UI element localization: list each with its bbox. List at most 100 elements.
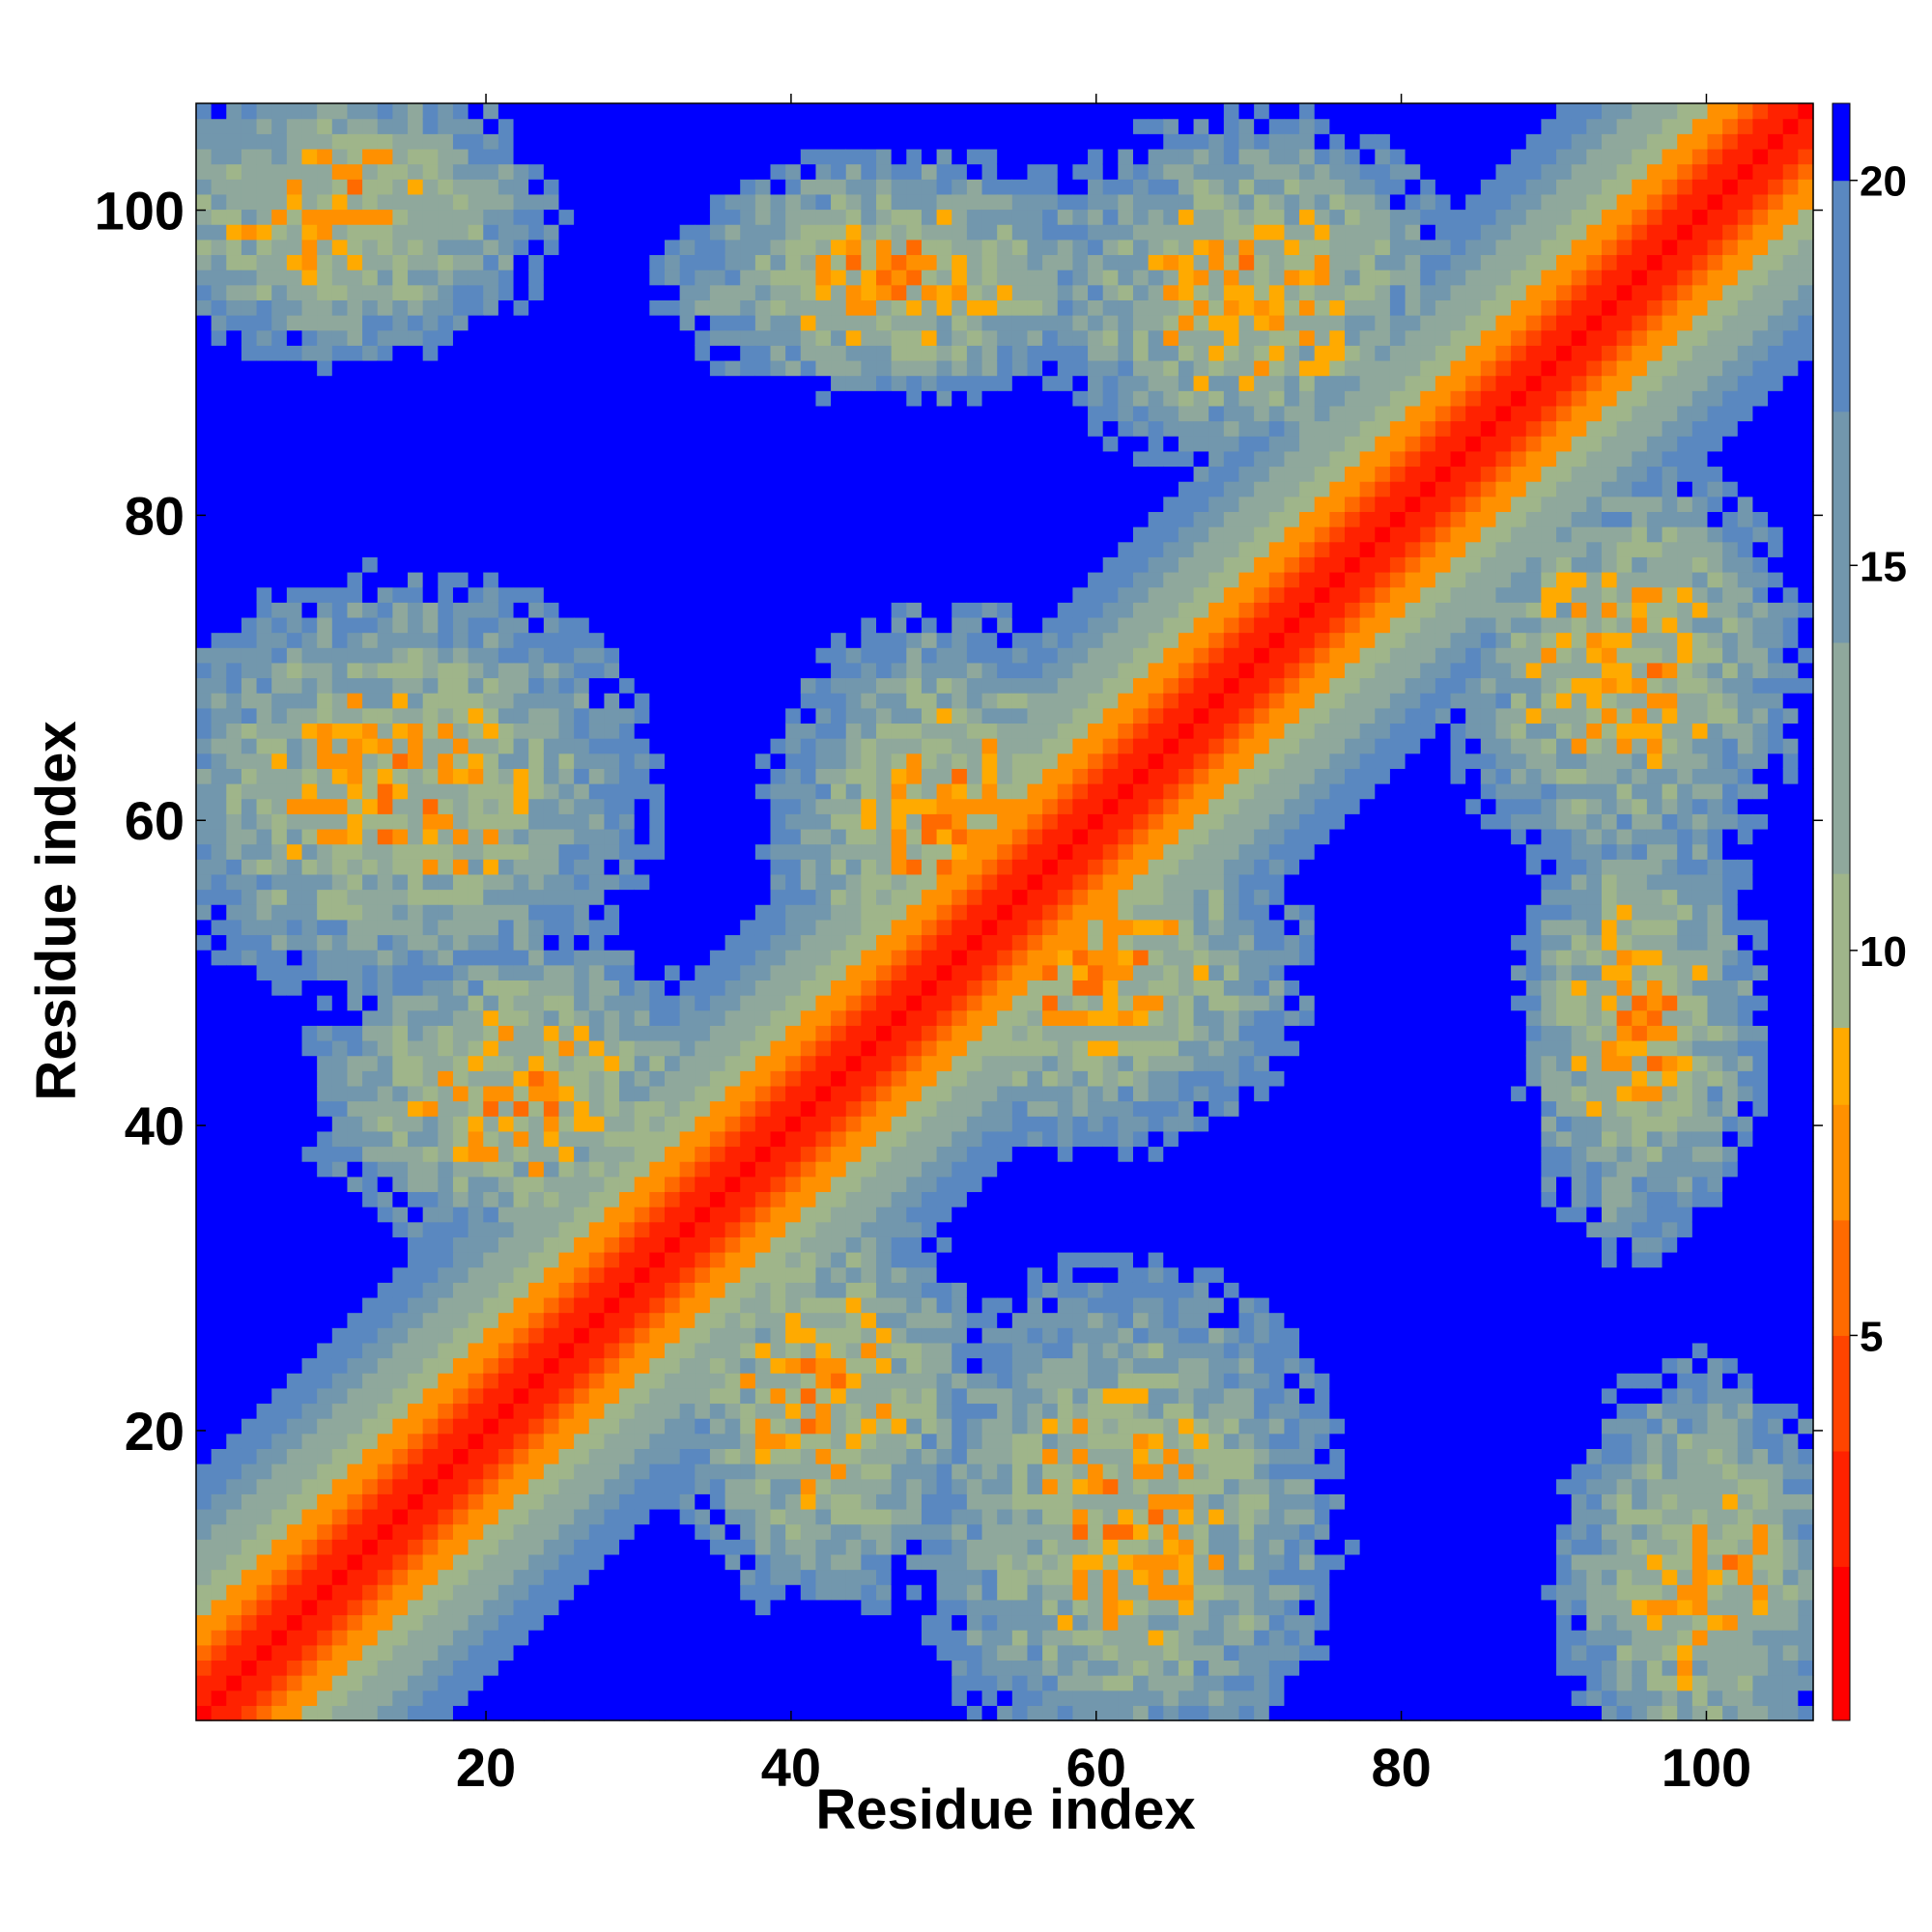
heatmap-cell bbox=[831, 299, 847, 316]
heatmap-cell bbox=[241, 254, 258, 270]
heatmap-cell bbox=[558, 1176, 575, 1193]
heatmap-cell bbox=[211, 1207, 227, 1223]
heatmap-cell bbox=[271, 738, 288, 754]
heatmap-cell bbox=[226, 1070, 242, 1087]
heatmap-cell bbox=[754, 436, 772, 452]
heatmap-cell bbox=[679, 1599, 696, 1616]
heatmap-cell bbox=[271, 1705, 288, 1721]
heatmap-cell bbox=[528, 1221, 545, 1237]
heatmap-cell bbox=[649, 390, 666, 407]
heatmap-cell bbox=[845, 1085, 862, 1102]
heatmap-cell bbox=[211, 193, 227, 211]
heatmap-cell bbox=[770, 526, 786, 543]
heatmap-cell bbox=[891, 1176, 907, 1193]
heatmap-cell bbox=[558, 1553, 575, 1571]
heatmap-cell bbox=[876, 1191, 893, 1208]
heatmap-cell bbox=[876, 889, 893, 905]
heatmap-cell bbox=[785, 1418, 802, 1435]
heatmap-cell bbox=[649, 405, 666, 422]
heatmap-cell bbox=[422, 1207, 439, 1223]
heatmap-cell bbox=[664, 1146, 681, 1162]
heatmap-cell bbox=[377, 950, 393, 966]
heatmap-cell bbox=[286, 1116, 303, 1132]
heatmap-cell bbox=[649, 1523, 666, 1540]
heatmap-cell bbox=[724, 828, 741, 845]
heatmap-cell bbox=[438, 1614, 454, 1631]
heatmap-cell bbox=[528, 405, 545, 422]
heatmap-cell bbox=[226, 1357, 242, 1374]
heatmap-cell bbox=[770, 390, 786, 407]
heatmap-cell bbox=[785, 707, 802, 724]
heatmap-cell bbox=[724, 193, 741, 211]
heatmap-cell bbox=[785, 1675, 802, 1691]
heatmap-cell bbox=[483, 148, 499, 165]
heatmap-cell bbox=[422, 1373, 439, 1389]
heatmap-cell bbox=[226, 843, 242, 860]
heatmap-cell bbox=[634, 1130, 650, 1148]
heatmap-cell bbox=[588, 1039, 606, 1057]
heatmap-cell bbox=[317, 466, 333, 482]
heatmap-cell bbox=[558, 1116, 575, 1132]
heatmap-cell bbox=[724, 1100, 741, 1117]
heatmap-cell bbox=[256, 995, 272, 1011]
heatmap-cell bbox=[695, 919, 711, 936]
heatmap-cell bbox=[558, 586, 575, 603]
heatmap-cell bbox=[211, 828, 227, 845]
heatmap-cell bbox=[800, 783, 817, 800]
heatmap-cell bbox=[664, 163, 681, 180]
heatmap-cell bbox=[695, 723, 711, 739]
heatmap-cell bbox=[362, 964, 379, 980]
heatmap-cell bbox=[574, 179, 590, 195]
heatmap-cell bbox=[754, 209, 772, 225]
heatmap-cell bbox=[558, 738, 575, 754]
heatmap-cell bbox=[468, 1433, 484, 1449]
heatmap-cell bbox=[634, 964, 650, 980]
heatmap-cell bbox=[271, 179, 288, 195]
heatmap-cell bbox=[377, 1130, 393, 1148]
heatmap-cell bbox=[770, 1373, 786, 1389]
heatmap-cell bbox=[724, 209, 741, 225]
heatmap-cell bbox=[271, 1252, 288, 1268]
heatmap-cell bbox=[256, 315, 272, 331]
heatmap-cell bbox=[362, 586, 379, 603]
heatmap-cell bbox=[740, 1523, 756, 1540]
heatmap-cell bbox=[800, 1236, 817, 1253]
heatmap-cell bbox=[497, 586, 515, 603]
heatmap-cell bbox=[876, 1463, 893, 1480]
heatmap-cell bbox=[558, 662, 575, 679]
heatmap-cell bbox=[241, 1690, 258, 1706]
heatmap-cell bbox=[408, 1599, 424, 1616]
heatmap-cell bbox=[271, 345, 288, 361]
heatmap-cell bbox=[695, 1448, 711, 1464]
heatmap-cell bbox=[301, 1599, 318, 1616]
heatmap-cell bbox=[831, 828, 847, 845]
heatmap-cell bbox=[483, 179, 499, 195]
heatmap-cell bbox=[301, 1327, 318, 1344]
heatmap-cell bbox=[695, 859, 711, 875]
heatmap-cell bbox=[679, 526, 696, 543]
heatmap-cell bbox=[861, 315, 877, 331]
heatmap-cell bbox=[241, 980, 258, 996]
heatmap-cell bbox=[408, 1373, 424, 1389]
heatmap-cell bbox=[528, 1523, 545, 1540]
heatmap-cell bbox=[649, 179, 666, 195]
heatmap-cell bbox=[347, 1448, 363, 1464]
heatmap-cell bbox=[558, 919, 575, 936]
heatmap-cell bbox=[286, 1630, 303, 1646]
heatmap-cell bbox=[558, 873, 575, 891]
heatmap-cell bbox=[754, 1100, 772, 1117]
heatmap-cell bbox=[513, 1508, 529, 1525]
heatmap-cell bbox=[513, 1539, 529, 1555]
heatmap-cell bbox=[861, 1433, 877, 1449]
heatmap-cell bbox=[438, 163, 454, 180]
heatmap-cell bbox=[770, 919, 786, 936]
heatmap-cell bbox=[815, 1448, 832, 1464]
heatmap-cell bbox=[408, 919, 424, 936]
heatmap-cell bbox=[438, 526, 454, 543]
heatmap-cell bbox=[331, 556, 349, 573]
heatmap-cell bbox=[286, 1207, 303, 1223]
heatmap-cell bbox=[497, 239, 515, 256]
heatmap-cell bbox=[497, 420, 515, 437]
heatmap-cell bbox=[604, 148, 620, 165]
heatmap-cell bbox=[800, 1282, 817, 1298]
